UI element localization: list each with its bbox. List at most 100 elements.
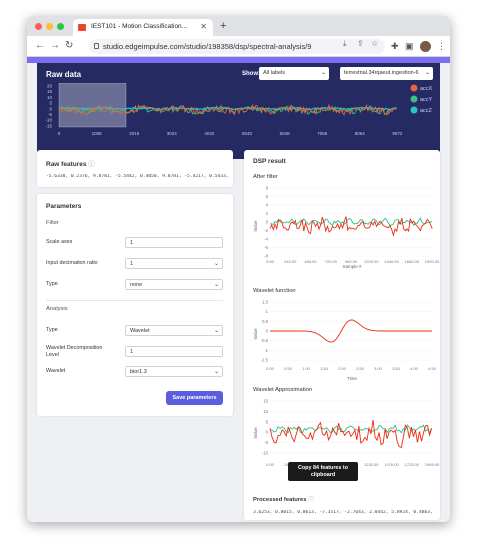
back-arrow-icon[interactable]: ← — [35, 40, 45, 51]
browser-menu-icon[interactable]: ⋮ — [437, 41, 446, 51]
new-tab-button[interactable]: + — [220, 20, 227, 32]
y-tick-label: 0 — [266, 220, 269, 225]
share-icon[interactable]: ⇪ — [357, 39, 364, 48]
x-tick-label: 1476.00 — [384, 462, 399, 467]
filter-type-select[interactable]: none ⌄ — [125, 279, 223, 290]
dsp-result-title: DSP result — [253, 158, 286, 165]
info-icon[interactable]: ⓘ — [88, 161, 95, 168]
x-tick-label: 6048 — [280, 131, 291, 136]
x-tick-label: 0.00 — [266, 366, 275, 371]
x-tick-label: 240.00 — [284, 259, 297, 264]
raw-data-title: Raw data — [46, 70, 82, 79]
decomposition-level-input[interactable]: 1 — [125, 346, 223, 357]
chevron-down-icon: ⌄ — [213, 261, 219, 267]
sample-axis-label: Sample # — [342, 264, 362, 269]
y-tick-label: 2 — [266, 211, 269, 216]
wavelet-approximation-title: Wavelet Approximation — [253, 387, 313, 393]
y-tick-label: 5 — [49, 101, 52, 106]
analysis-type-select[interactable]: Wavelet ⌄ — [125, 325, 223, 336]
filter-type-label: Type — [46, 281, 58, 287]
y-tick-label: 1.5 — [262, 300, 268, 305]
close-window-button[interactable] — [35, 23, 42, 30]
url-bar[interactable]: studio.edgeimpulse.com/studio/198358/dsp… — [89, 39, 385, 54]
scale-axes-label: Scale axes — [46, 239, 73, 245]
save-parameters-button[interactable]: Save parameters — [166, 391, 223, 405]
y-tick-label: 10 — [263, 409, 268, 414]
legend-accx: accX — [420, 86, 433, 92]
x-tick-label: 3.00 — [374, 366, 383, 371]
info-icon[interactable]: ⓘ — [308, 497, 314, 503]
wavelet-select[interactable]: bior1.3 ⌄ — [125, 366, 223, 377]
wavelet-label: Wavelet — [46, 368, 66, 374]
x-tick-label: 1920.00 — [425, 259, 440, 264]
decimation-select[interactable]: 1 ⌄ — [125, 258, 223, 269]
show-label: Show: — [242, 71, 260, 77]
raw-features-card: Raw features ⓘ -5.6330, 0.2376, 9.8781, … — [37, 150, 233, 187]
wavelet-function-chart: Value 1.510.50-0.5-1-1.50.00 0.50 1.00 1.50… — [253, 300, 437, 382]
x-tick-label: 5040 — [242, 131, 253, 136]
x-tick-label: 9072 — [392, 131, 403, 136]
x-tick-label: 1200.00 — [364, 259, 379, 264]
y-tick-label: -2 — [264, 228, 268, 233]
y-tick-label: -0.5 — [261, 338, 269, 343]
x-tick-label: 4.50 — [428, 366, 437, 371]
label-filter-select[interactable]: All labels ⌄ — [259, 67, 329, 80]
bookmark-star-icon[interactable]: ☆ — [371, 39, 379, 48]
x-tick-label: 1008 — [92, 131, 103, 136]
value-axis-label: Value — [253, 328, 258, 340]
processed-features-title: Processed features ⓘ — [253, 497, 314, 503]
y-tick-label: 20 — [47, 84, 53, 89]
sidebar-icon[interactable]: ▣ — [405, 41, 414, 51]
sample-select[interactable]: terrestrial.34rqaeut.ingestion-6 ⌄ — [340, 67, 433, 80]
y-tick-label: 0 — [49, 106, 52, 111]
x-tick-label: 4032 — [204, 131, 215, 136]
profile-avatar[interactable] — [420, 41, 431, 52]
after-filter-title: After filter — [253, 174, 278, 180]
edge-impulse-favicon-icon — [78, 24, 86, 31]
y-tick-label: -5 — [264, 440, 268, 445]
y-tick-label: 10 — [47, 95, 53, 100]
minimize-window-button[interactable] — [46, 23, 53, 30]
legend-accx-swatch — [410, 84, 418, 92]
x-tick-label: 1723.00 — [405, 462, 420, 467]
decomposition-level-label: Wavelet Decomposition Level — [46, 345, 103, 358]
sample-value: terrestrial.34rqaeut.ingestion-6 — [344, 70, 419, 76]
y-tick-label: -5 — [48, 112, 52, 117]
x-tick-label: 3.50 — [392, 366, 401, 371]
dsp-result-card: DSP result After filter Value 8 6 4 2 0 -2 -4 -… — [244, 150, 440, 520]
y-tick-label: 8 — [266, 186, 269, 191]
decimation-label: Input decimation ratio — [46, 260, 98, 266]
x-tick-label: 1969.00 — [425, 462, 440, 467]
processed-features-values[interactable]: 3.6253, 0.8015, 0.8613, -7.3517, -2.7643… — [253, 510, 435, 515]
url-text: studio.edgeimpulse.com/studio/198358/dsp… — [103, 42, 312, 51]
y-tick-label: 6 — [266, 194, 269, 199]
y-tick-label: 4 — [266, 203, 269, 208]
y-tick-label: 15 — [47, 89, 53, 94]
y-tick-label: 0.5 — [262, 319, 268, 324]
chevron-down-icon: ⌄ — [320, 70, 326, 76]
legend-accz-swatch — [410, 106, 418, 114]
y-tick-label: 15 — [263, 399, 268, 404]
download-icon[interactable]: ⤓ — [343, 39, 347, 48]
extensions-puzzle-icon[interactable]: ✚ — [391, 41, 399, 51]
tab-title: IEST101 - Motion Classification... — [91, 23, 188, 30]
reload-icon[interactable]: ↻ — [65, 40, 74, 51]
x-tick-label: 1680.00 — [405, 259, 420, 264]
address-toolbar: ← → ↻ studio.edgeimpulse.com/studio/1983… — [27, 36, 450, 57]
x-tick-label: 8064 — [355, 131, 366, 136]
x-tick-label: 4.00 — [410, 366, 419, 371]
label-filter-value: All labels — [263, 70, 286, 76]
browser-tab[interactable]: IEST101 - Motion Classification... ✕ — [73, 19, 213, 36]
zoom-window-button[interactable] — [57, 23, 64, 30]
raw-features-values[interactable]: -5.6330, 0.2376, 9.8781, -5.5442, 0.4050… — [46, 174, 228, 179]
x-tick-label: 960.00 — [345, 259, 358, 264]
close-tab-icon[interactable]: ✕ — [200, 22, 207, 31]
forward-arrow-icon[interactable]: → — [50, 40, 60, 51]
analysis-type-label: Type — [46, 327, 58, 333]
x-tick-label: 1.00 — [302, 366, 311, 371]
scale-axes-input[interactable]: 1 — [125, 237, 223, 248]
y-tick-label: -1 — [264, 348, 268, 353]
window-selection[interactable] — [58, 83, 127, 128]
parameters-title: Parameters — [46, 203, 82, 210]
